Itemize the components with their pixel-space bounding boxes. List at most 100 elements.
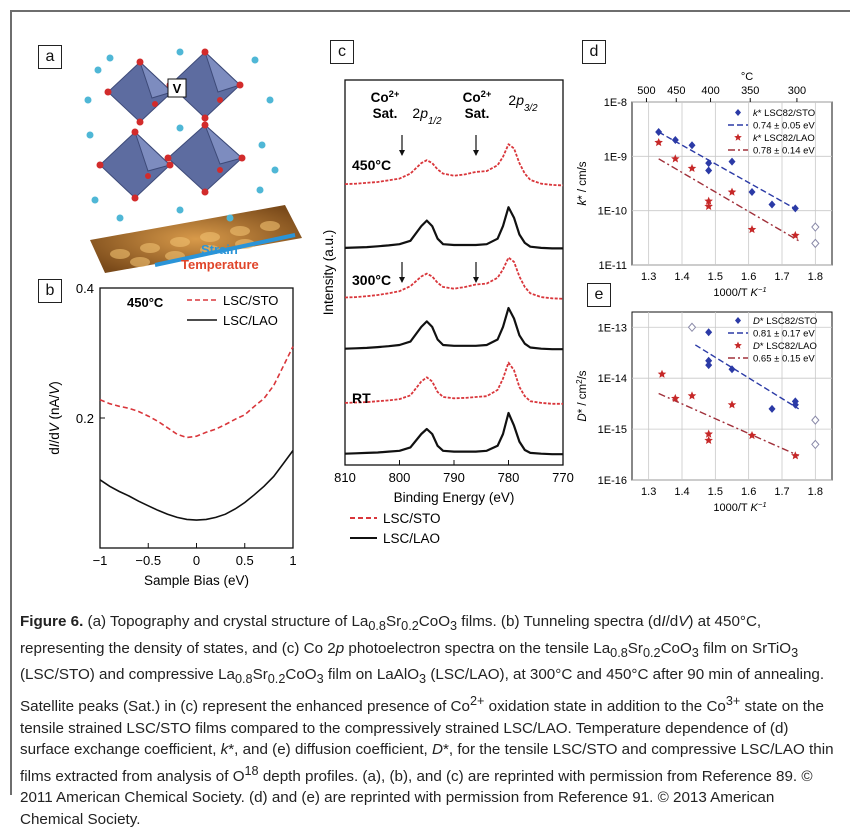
sat-label-1b: Sat.: [373, 106, 398, 121]
x-axis-label: 1000/T K−1: [713, 285, 766, 300]
peak-2p12-label: 2p1/2: [412, 105, 442, 127]
data-point-star: [704, 429, 713, 438]
x-tick-label: 1.7: [774, 486, 789, 498]
legend-label: LSC/LAO: [223, 313, 278, 328]
temperature-label: Temperature: [181, 257, 259, 272]
sat-label-1: Co2+: [371, 89, 400, 106]
x-tick-label: 1.3: [641, 486, 656, 498]
spectrum-300-lsc-sto: [344, 256, 564, 300]
caption-text: (a) Topography and crystal structure of …: [20, 613, 834, 828]
legend-label: 0.65 ± 0.15 eV: [753, 354, 815, 365]
temp-label-300: 300°C: [352, 272, 391, 288]
strain-label: Strain: [201, 242, 238, 257]
x-tick-label: 810: [334, 470, 356, 485]
y-axis-label: Intensity (a.u.): [321, 230, 336, 316]
legend-label: D* LSC82/STO: [753, 316, 817, 327]
legend-label: 0.78 ± 0.14 eV: [753, 146, 815, 157]
top-tick-label: 300: [788, 85, 806, 97]
data-point-diamond: [705, 328, 713, 337]
data-point-diamond: [728, 157, 736, 166]
y-axis-label: D* / cm2/s: [575, 370, 590, 421]
y-tick-label: 0.2: [76, 411, 94, 426]
panel-label-a: a: [38, 45, 62, 69]
legend-swatch: [735, 109, 741, 116]
data-point-open: [687, 322, 697, 333]
panel-label-e: e: [587, 283, 611, 307]
y-axis-label: dI/dV (nA/V): [47, 381, 62, 455]
data-point-star: [727, 400, 737, 409]
sat-arrowhead: [473, 150, 479, 156]
data-point-star: [657, 369, 667, 378]
legend-swatch: [734, 133, 742, 141]
top-tick-label: 450: [667, 85, 685, 97]
y-tick-label: 1E-9: [604, 151, 627, 163]
data-point-star: [747, 225, 757, 234]
x-axis-label: Binding Energy (eV): [394, 490, 515, 505]
panel-label-c: c: [330, 40, 354, 64]
x-axis-label: Sample Bias (eV): [144, 573, 249, 588]
temperature-annotation: 450°C: [127, 295, 164, 310]
legend-label: k* LSC82/STO: [753, 108, 815, 119]
data-point-diamond: [705, 159, 713, 168]
data-point-open: [811, 415, 820, 425]
data-point-star: [727, 187, 737, 196]
x-tick-label: 780: [498, 470, 520, 485]
y-tick-label: 1E-16: [598, 475, 627, 487]
crystal-structure-illustration: V: [84, 48, 302, 273]
sat-arrowhead: [473, 277, 479, 283]
data-point-star: [747, 431, 757, 440]
x-tick-label: 800: [389, 470, 411, 485]
data-point-diamond: [688, 141, 696, 150]
legend-label: k* LSC82/LAO: [753, 133, 815, 144]
octahedra: [99, 51, 244, 199]
red-atoms: [96, 48, 246, 202]
data-point-diamond: [768, 200, 776, 209]
data-point-diamond: [791, 400, 799, 409]
peak-2p32-label: 2p3/2: [508, 92, 538, 114]
data-point-star: [687, 163, 697, 172]
legend-label: LSC/LAO: [383, 531, 440, 546]
plot-frame: [631, 101, 833, 266]
x-tick-label: 1.3: [641, 271, 656, 283]
temp-label-450: 450°C: [352, 157, 391, 173]
surface-exchange-chart: 1.3 1.4 1.5 1.6 1.7 1.8 1E-8 1E-9 1E-10 1E-11 1000…: [577, 71, 833, 300]
diffusion-coefficient-chart: 1.3 1.4 1.5 1.6 1.7 1.8 1E-13 1E-14 1E-15 1E-16 10…: [575, 311, 833, 514]
legend-label: 0.74 ± 0.05 eV: [753, 121, 815, 132]
data-point-diamond: [705, 166, 713, 175]
v-label: V: [173, 81, 182, 96]
data-point-diamond: [768, 404, 776, 413]
data-point-star: [704, 196, 713, 205]
y-tick-label: 1E-15: [598, 424, 627, 436]
x-tick-label: 1.4: [674, 486, 689, 498]
sat-arrowhead: [399, 277, 405, 283]
sat-label-2b: Sat.: [465, 106, 490, 121]
x-tick-label: 1.7: [774, 271, 789, 283]
data-point-star: [791, 451, 800, 460]
cyan-atoms: [84, 48, 279, 222]
data-point-star: [687, 391, 697, 400]
series-line-lsc-lao: [99, 450, 294, 521]
substrate-bumps: [110, 221, 280, 267]
top-axis-label: °C: [741, 71, 753, 83]
y-tick-label: 0.4: [76, 281, 94, 296]
x-tick-label: 1.8: [808, 486, 823, 498]
data-point-diamond: [705, 356, 713, 365]
x-tick-label: 1: [289, 553, 296, 568]
frame-left-rule: [10, 10, 12, 795]
data-point-diamond: [728, 365, 736, 374]
x-tick-label: 1.5: [708, 271, 723, 283]
y-tick-label: 1E-14: [598, 373, 627, 385]
panel-label-b: b: [38, 279, 62, 303]
frame-top-rule: [10, 10, 850, 12]
data-point-star: [654, 138, 663, 147]
data-point-open: [811, 222, 820, 232]
data-point-star: [704, 435, 713, 444]
spectrum-450-lsc-lao: [344, 206, 563, 250]
caption-figure-label: Figure 6.: [20, 613, 84, 630]
strain-bar: [154, 233, 296, 267]
y-tick-label: 1E-13: [598, 322, 627, 334]
top-tick-label: 350: [741, 85, 759, 97]
sat-label-2: Co2+: [463, 89, 492, 106]
y-tick-label: 1E-8: [604, 97, 627, 109]
data-point-star: [671, 154, 680, 163]
